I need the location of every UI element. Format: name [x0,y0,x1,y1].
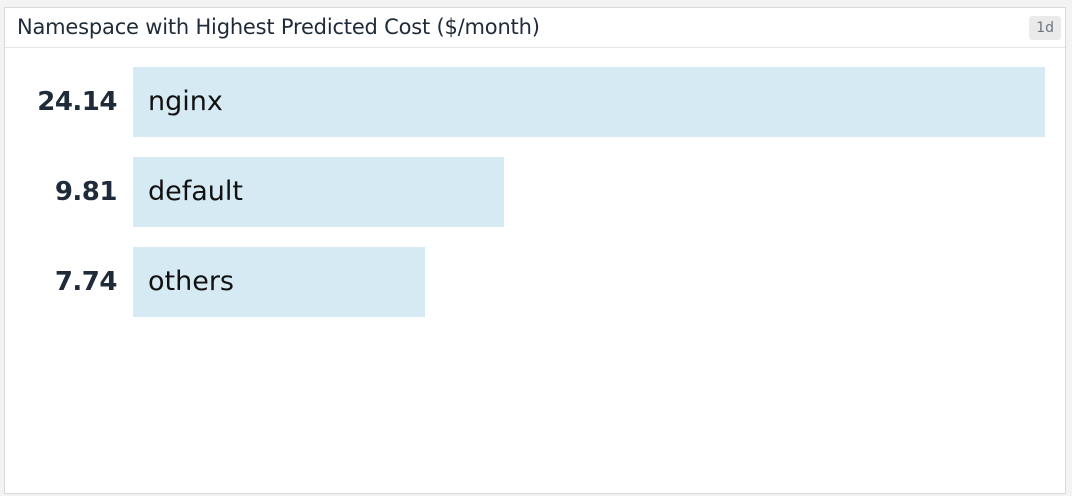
bar-row-others[interactable]: 7.74 others [5,247,1065,317]
toplist-chart: 24.14 nginx 9.81 default 7.74 others [5,48,1065,488]
timeframe-badge[interactable]: 1d [1029,16,1061,40]
widget-header: Namespace with Highest Predicted Cost ($… [5,8,1065,48]
bar-category-label: nginx [148,86,223,117]
bar-value-label: 7.74 [54,267,118,297]
bar-category-label: others [148,266,234,297]
bar-others [133,247,425,317]
bar-nginx [133,67,1045,137]
bar-category-label: default [148,176,244,207]
toplist-widget: Namespace with Highest Predicted Cost ($… [4,7,1066,494]
bar-value-label: 24.14 [37,87,117,117]
bar-row-nginx[interactable]: 24.14 nginx [5,67,1065,137]
widget-title: Namespace with Highest Predicted Cost ($… [17,15,540,39]
bar-default [133,157,504,227]
bar-row-default[interactable]: 9.81 default [5,157,1065,227]
bar-value-label: 9.81 [54,177,118,207]
